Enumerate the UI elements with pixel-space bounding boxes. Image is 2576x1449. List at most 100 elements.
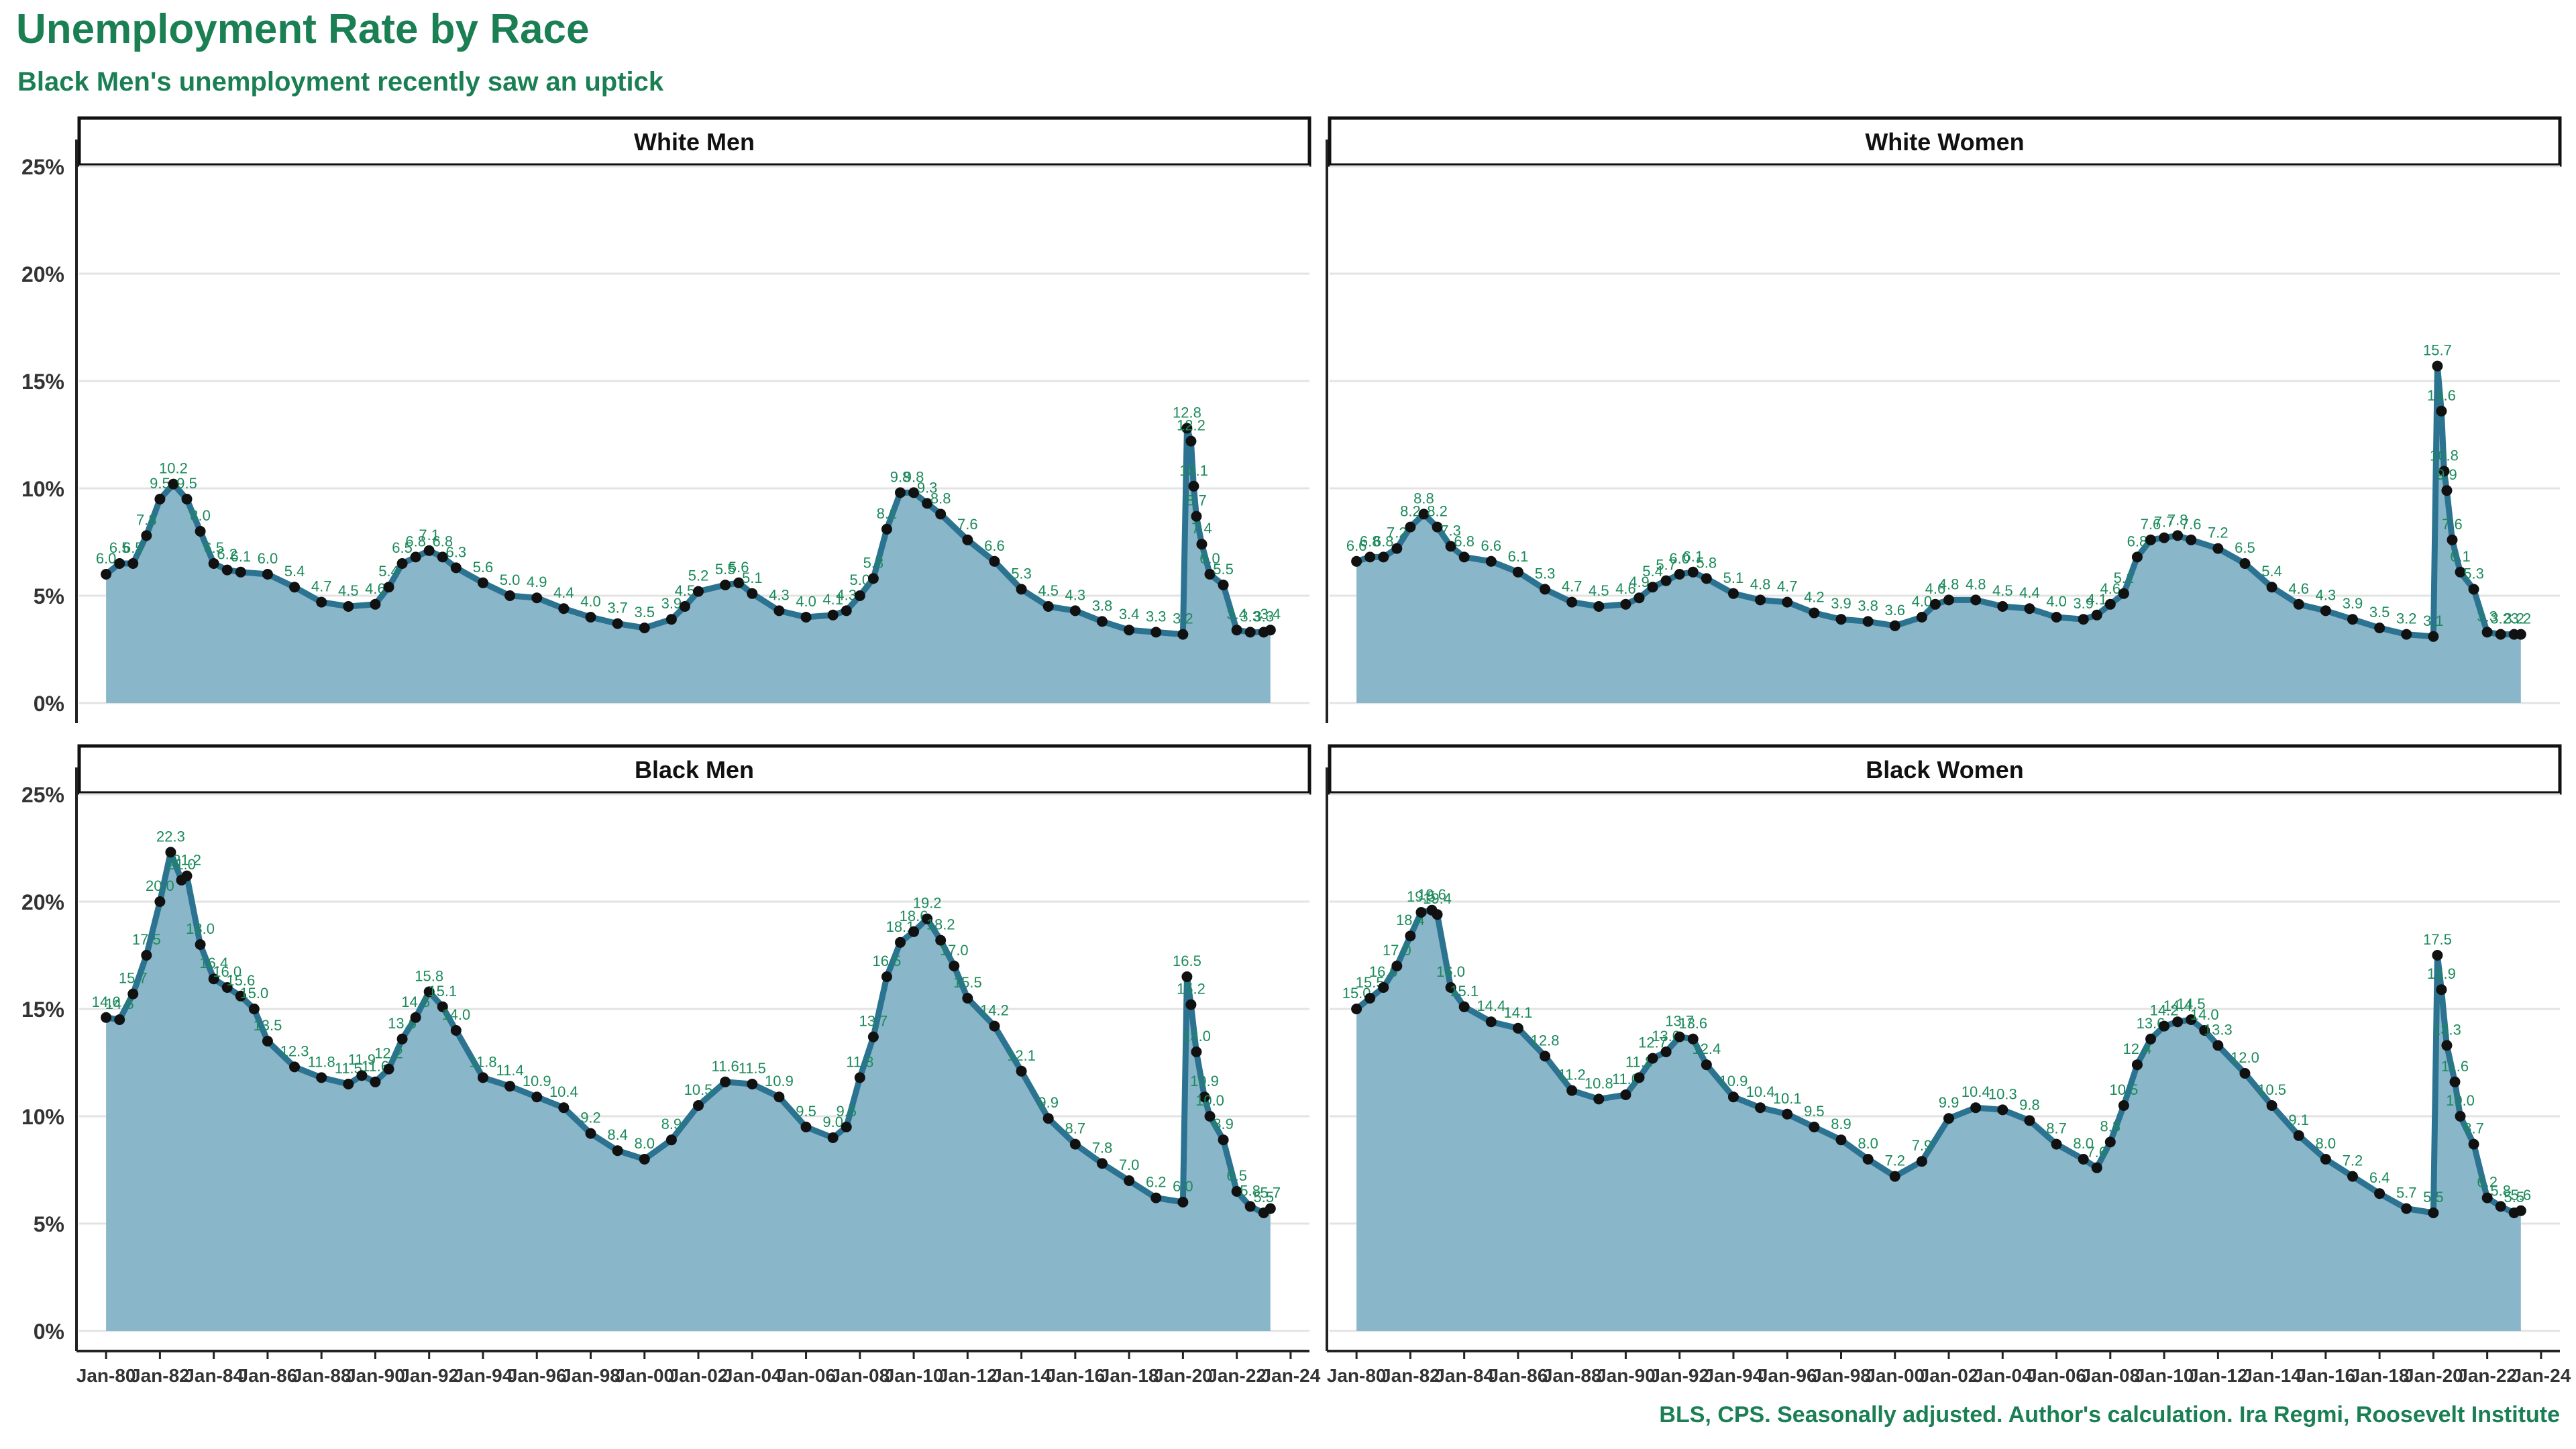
data-label: 8.0	[190, 507, 211, 524]
data-label: 16.5	[1173, 953, 1201, 969]
data-point	[720, 580, 731, 590]
data-point	[2468, 584, 2479, 595]
data-point	[1218, 580, 1229, 590]
x-tick-label: Jan-88	[292, 1365, 352, 1386]
data-point	[154, 896, 166, 907]
data-label: 10.8	[2430, 447, 2459, 464]
data-label: 5.3	[2463, 565, 2484, 582]
data-point	[101, 569, 112, 580]
data-point	[800, 612, 812, 623]
data-point	[2468, 1138, 2479, 1150]
data-point	[1231, 1186, 1242, 1197]
data-point	[168, 478, 179, 490]
data-point	[141, 530, 152, 541]
data-point	[531, 1091, 543, 1103]
data-label: 19.4	[1423, 890, 1452, 907]
data-point	[1204, 1111, 1216, 1122]
data-label: 4.1	[822, 591, 843, 608]
series-area	[106, 852, 1271, 1331]
x-tick-label: Jan-18	[2350, 1365, 2410, 1386]
data-point	[1231, 625, 1242, 636]
data-label: 13.0	[1182, 1028, 1211, 1044]
data-point	[2374, 1188, 2385, 1199]
data-point	[1633, 592, 1645, 604]
data-label: 9.5	[150, 475, 170, 492]
data-point	[1069, 605, 1081, 616]
x-tick-label: Jan-98	[561, 1365, 621, 1386]
data-point	[1177, 1197, 1189, 1208]
data-point	[1660, 1046, 1672, 1057]
data-point	[195, 939, 206, 950]
data-point	[585, 612, 596, 623]
data-point	[747, 1079, 758, 1089]
data-label: 21.0	[167, 856, 196, 873]
data-label: 10.4	[1962, 1083, 1990, 1100]
data-point	[2436, 405, 2447, 417]
data-point	[1415, 907, 1427, 918]
data-point	[2266, 582, 2277, 593]
x-tick-label: Jan-10	[2135, 1365, 2194, 1386]
data-label: 10.4	[1746, 1083, 1775, 1100]
data-label: 4.0	[580, 593, 601, 610]
data-label: 6.4	[2369, 1169, 2390, 1186]
data-point	[1445, 982, 1456, 993]
data-label: 3.9	[2343, 595, 2363, 612]
x-tick-label: Jan-14	[991, 1365, 1051, 1386]
data-label: 11.6	[712, 1058, 739, 1075]
data-point	[1512, 1022, 1523, 1034]
data-point	[720, 1076, 731, 1087]
data-point	[1042, 601, 1054, 612]
facet-black-men: Black Men0%5%10%15%20%25%14.614.515.717.…	[21, 744, 1321, 1386]
data-label: 4.5	[1589, 582, 1609, 599]
data-point	[2428, 1208, 2439, 1218]
data-point	[1016, 584, 1027, 595]
data-label: 3.4	[1226, 606, 1247, 623]
x-tick-label: Jan-20	[2404, 1365, 2463, 1386]
x-tick-label: Jan-12	[2188, 1365, 2248, 1386]
x-tick-label: Jan-04	[722, 1365, 782, 1386]
data-label: 9.5	[796, 1103, 816, 1120]
data-label: 14.0	[2190, 1006, 2219, 1023]
data-point	[383, 1063, 394, 1075]
data-label: 7.9	[1912, 1137, 1933, 1154]
data-label: 6.8	[432, 533, 453, 549]
data-point	[1633, 1072, 1645, 1083]
data-point	[2266, 1100, 2277, 1111]
data-label: 3.9	[2073, 595, 2094, 612]
data-label: 9.3	[917, 479, 938, 496]
data-label: 7.6	[2086, 1144, 2107, 1161]
data-label: 15.9	[2427, 965, 2456, 982]
facet-white-men: White Men0%5%10%15%20%25%6.06.56.57.89.5…	[21, 116, 1311, 723]
data-label: 15.2	[1177, 981, 1205, 998]
data-label: 15.1	[428, 983, 457, 1000]
data-point	[221, 982, 233, 993]
data-point	[2481, 1192, 2493, 1203]
x-tick-label: Jan-90	[345, 1365, 405, 1386]
data-point	[841, 605, 852, 616]
data-label: 4.3	[1065, 586, 1086, 603]
data-label: 8.8	[2100, 1118, 2121, 1134]
data-point	[867, 1031, 879, 1042]
data-label: 9.0	[822, 1114, 843, 1130]
x-tick-label: Jan-96	[1758, 1365, 1817, 1386]
data-point	[989, 1020, 1000, 1032]
data-point	[2374, 623, 2385, 633]
data-point	[1405, 521, 1416, 533]
data-label: 4.7	[1562, 578, 1582, 595]
data-label: 16.0	[213, 963, 241, 980]
data-point	[208, 558, 219, 569]
data-point	[1782, 596, 1793, 608]
data-point	[935, 508, 947, 520]
data-point	[1809, 1122, 1820, 1132]
data-point	[1458, 1001, 1470, 1012]
data-point	[612, 1145, 623, 1157]
data-point	[370, 598, 381, 610]
data-label: 6.0	[1173, 1178, 1193, 1195]
data-point	[1647, 1053, 1658, 1064]
data-label: 6.5	[1226, 1167, 1247, 1184]
data-point	[1647, 582, 1658, 593]
facet-strip	[1328, 744, 2562, 795]
data-point	[1485, 555, 1497, 567]
data-label: 12.4	[2123, 1040, 2152, 1057]
